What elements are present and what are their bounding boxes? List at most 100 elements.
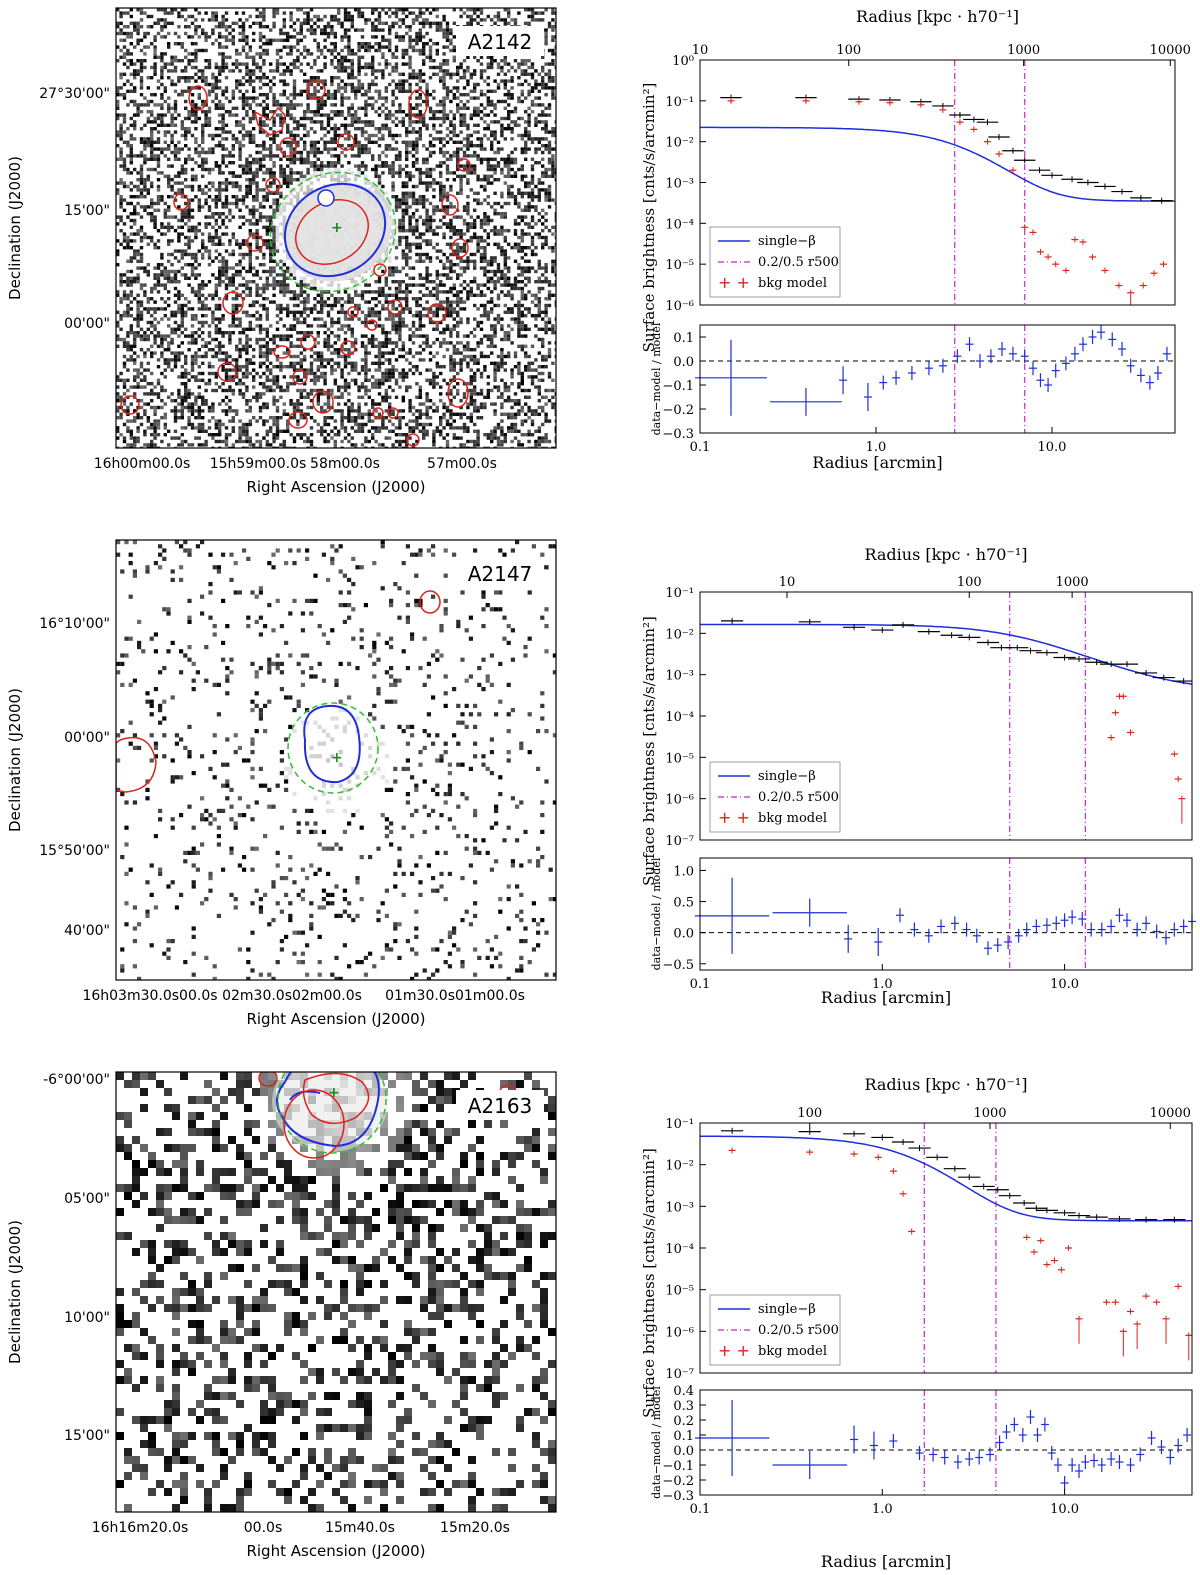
pixel — [289, 11, 293, 15]
pixel — [139, 259, 144, 263]
pixel — [320, 161, 324, 165]
pixel — [133, 103, 137, 107]
pixel — [520, 269, 524, 274]
pixel — [473, 144, 477, 148]
pixel — [272, 137, 276, 141]
pixel — [418, 72, 422, 76]
pixel — [483, 79, 487, 83]
pixel — [442, 195, 446, 199]
pixel — [354, 89, 358, 93]
pixel — [442, 106, 446, 110]
pixel — [476, 293, 480, 297]
pixel — [452, 48, 456, 53]
pixel — [279, 62, 283, 66]
pixel — [282, 82, 286, 87]
pixel — [119, 201, 123, 206]
pixel — [388, 256, 392, 260]
pixel — [381, 72, 385, 76]
pixel — [207, 293, 212, 297]
pixel — [156, 79, 161, 83]
pixel — [146, 273, 150, 277]
pixel — [371, 269, 375, 274]
pixel — [459, 164, 463, 168]
pixel — [303, 283, 307, 287]
pixel — [272, 286, 276, 291]
pixel — [520, 116, 524, 121]
pixel — [547, 86, 552, 90]
pixel — [286, 96, 290, 100]
pixel — [292, 103, 297, 107]
pixel — [190, 286, 195, 291]
pixel — [211, 76, 215, 80]
pixel — [449, 171, 453, 175]
pixel — [126, 25, 130, 29]
pixel — [330, 82, 334, 87]
pixel — [500, 232, 504, 236]
pixel — [343, 174, 348, 178]
pixel — [388, 25, 392, 29]
pixel — [473, 11, 477, 15]
pixel — [544, 280, 548, 284]
pixel — [187, 130, 191, 134]
pixel — [184, 215, 188, 219]
pixel — [126, 127, 130, 131]
pixel — [530, 198, 535, 202]
pixel — [432, 188, 436, 192]
pixel — [456, 79, 460, 83]
pixel — [231, 133, 235, 138]
pixel — [272, 103, 276, 107]
pixel — [530, 110, 535, 114]
pixel — [377, 293, 382, 297]
pixel — [554, 45, 556, 49]
pixel — [296, 42, 300, 46]
pixel — [143, 147, 147, 151]
pixel — [360, 127, 365, 131]
pixel — [337, 154, 341, 158]
pixel — [258, 218, 263, 223]
pixel — [405, 174, 409, 178]
pixel — [337, 65, 341, 70]
pixel — [224, 259, 229, 263]
pixel — [445, 157, 450, 161]
pixel — [520, 232, 524, 236]
pixel — [544, 167, 548, 172]
pixel — [194, 103, 198, 107]
pixel — [517, 249, 521, 253]
pixel — [350, 82, 354, 87]
pixel — [258, 293, 263, 297]
pixel — [258, 123, 263, 127]
pixel — [551, 164, 555, 168]
pixel — [425, 21, 429, 25]
pixel — [398, 218, 402, 223]
pixel — [435, 286, 439, 291]
pixel — [428, 181, 433, 185]
pixel — [221, 157, 225, 161]
pixel — [180, 252, 184, 257]
pixel — [371, 79, 375, 83]
pixel — [238, 157, 242, 161]
pixel — [156, 184, 161, 189]
pixel — [422, 201, 426, 206]
pixel — [422, 259, 426, 263]
pixel — [394, 205, 399, 209]
pixel — [218, 69, 222, 73]
pixel — [323, 28, 327, 32]
pixel — [129, 157, 133, 161]
pixel — [146, 25, 150, 29]
pixel — [411, 120, 416, 124]
pixel — [449, 48, 453, 53]
pixel — [136, 201, 140, 206]
pixel — [333, 18, 337, 22]
pixel — [167, 222, 171, 226]
pixel — [388, 293, 392, 297]
pixel — [449, 42, 453, 46]
pixel — [275, 48, 280, 53]
pixel — [411, 76, 416, 80]
pixel — [238, 164, 242, 168]
pixel — [133, 69, 137, 73]
pixel — [248, 55, 252, 59]
pixel — [326, 283, 331, 287]
pixel — [469, 133, 473, 138]
pixel — [371, 8, 375, 12]
